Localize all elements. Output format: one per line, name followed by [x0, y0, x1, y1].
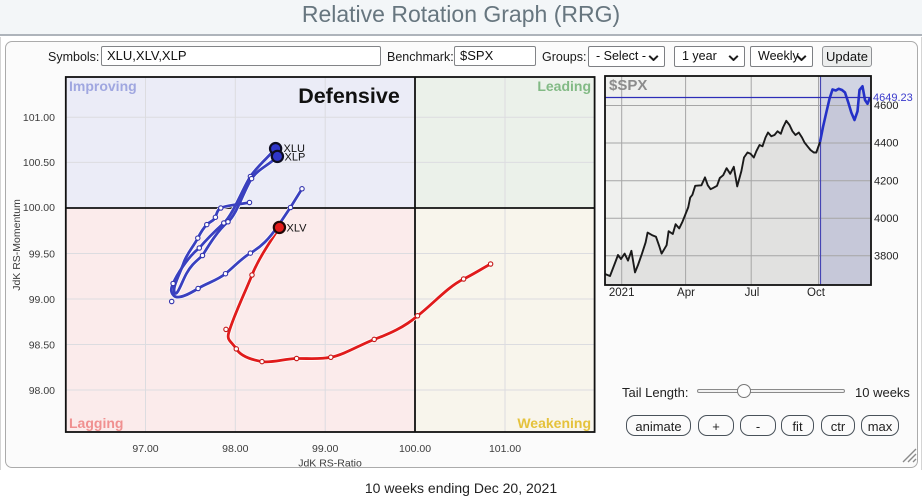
- svg-text:100.00: 100.00: [399, 443, 431, 455]
- svg-text:Weakening: Weakening: [517, 415, 591, 431]
- svg-text:4200: 4200: [874, 175, 898, 187]
- svg-text:$SPX: $SPX: [609, 77, 647, 94]
- svg-text:99.00: 99.00: [29, 294, 55, 306]
- svg-text:Oct: Oct: [807, 287, 826, 299]
- svg-text:100.00: 100.00: [23, 202, 55, 214]
- svg-text:4600: 4600: [874, 100, 898, 112]
- svg-text:98.00: 98.00: [222, 443, 248, 455]
- svg-text:98.50: 98.50: [29, 340, 55, 352]
- svg-text:XLP: XLP: [285, 152, 306, 164]
- svg-text:Lagging: Lagging: [69, 415, 123, 431]
- svg-text:Apr: Apr: [677, 287, 695, 299]
- svg-text:Defensive: Defensive: [298, 84, 400, 108]
- svg-text:99.50: 99.50: [29, 249, 55, 261]
- svg-text:97.00: 97.00: [132, 443, 158, 455]
- svg-text:JdK RS-Ratio: JdK RS-Ratio: [298, 458, 362, 470]
- svg-text:XLV: XLV: [287, 223, 308, 235]
- svg-text:Jul: Jul: [745, 287, 760, 299]
- svg-text:XLU: XLU: [284, 143, 305, 155]
- svg-text:4649.23: 4649.23: [873, 92, 913, 104]
- svg-text:101.00: 101.00: [489, 443, 521, 455]
- svg-text:3800: 3800: [874, 250, 898, 262]
- svg-text:99.00: 99.00: [312, 443, 338, 455]
- svg-text:JdK RS-Momentum: JdK RS-Momentum: [11, 199, 23, 291]
- svg-text:100.50: 100.50: [23, 157, 55, 169]
- svg-text:2021: 2021: [609, 287, 635, 299]
- svg-text:Leading: Leading: [537, 78, 591, 94]
- svg-text:4000: 4000: [874, 213, 898, 225]
- svg-text:4400: 4400: [874, 138, 898, 150]
- svg-text:Improving: Improving: [69, 78, 137, 94]
- svg-text:98.00: 98.00: [29, 385, 55, 397]
- svg-text:101.00: 101.00: [23, 112, 55, 124]
